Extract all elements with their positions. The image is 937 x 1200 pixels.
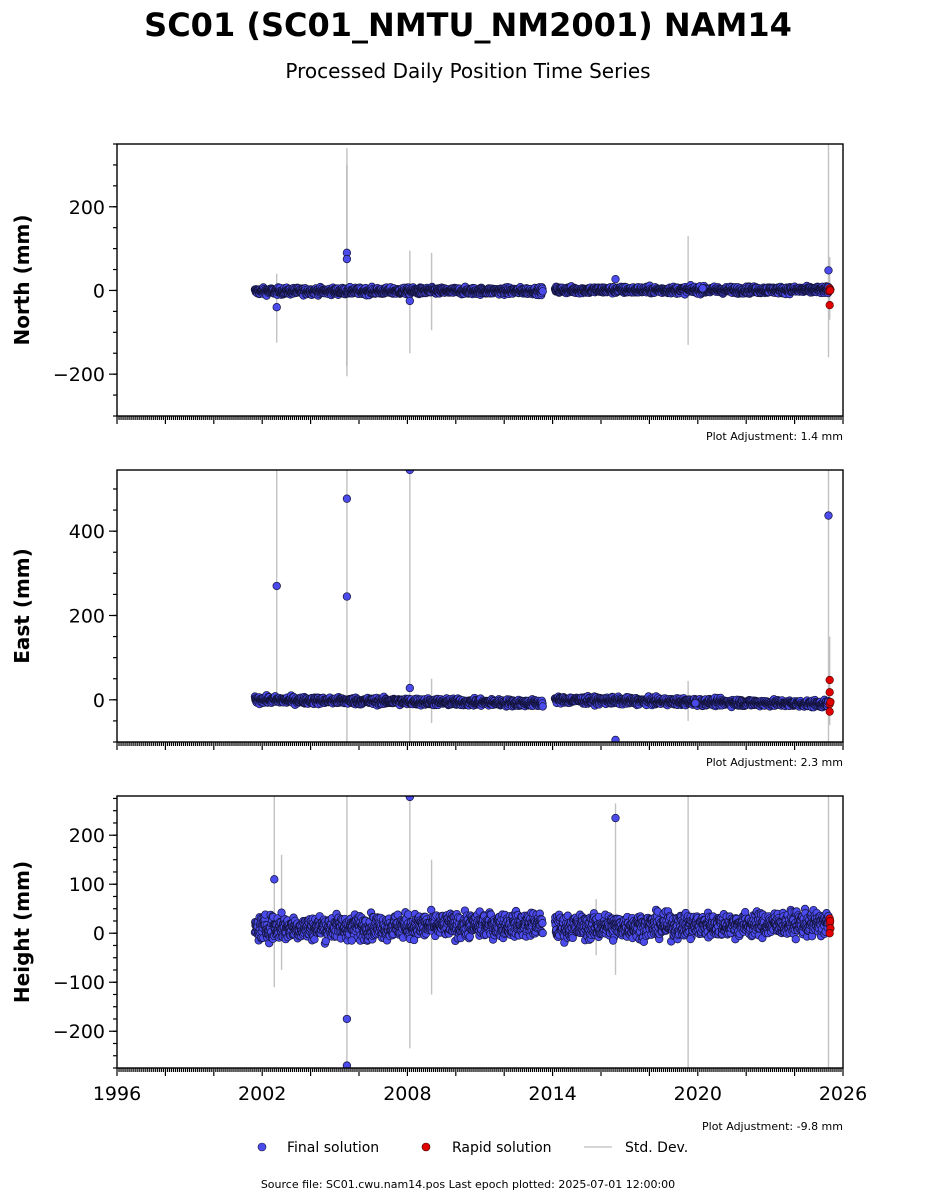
east-outlier-7	[691, 699, 700, 708]
north-y-tick-label: 200	[69, 197, 105, 219]
east-y-tick-label: 400	[69, 521, 105, 543]
east-outlier-4	[405, 683, 414, 693]
east-outlier-6	[824, 511, 833, 520]
east-outlier-2	[342, 592, 352, 601]
figure-subtitle: Processed Daily Position Time Series	[285, 59, 650, 83]
north-y-tick-label: −200	[53, 364, 105, 386]
north-final-series	[250, 281, 833, 300]
figure-title: SC01 (SC01_NMTU_NM2001) NAM14	[144, 6, 792, 44]
north-outlier-2	[342, 254, 352, 264]
east-plot-adjustment: Plot Adjustment: 2.3 mm	[706, 756, 843, 769]
east-y-tick-label: 0	[93, 690, 105, 712]
north-frame	[116, 143, 844, 417]
north-rapid-4	[826, 286, 835, 295]
east-y-axis-label: East (mm)	[10, 548, 34, 664]
north-outlier-3	[405, 296, 414, 306]
panel-east: 0 200 400 East (mm) Plot Adjustment: 2.3 mm	[10, 469, 844, 769]
east-rapid-1	[825, 688, 834, 697]
east-y-tick-label: 200	[69, 605, 105, 627]
east-final-series	[250, 691, 833, 712]
panel-north: −200 0 200 North (mm) Plot Adjustment: 1.4 m…	[10, 143, 844, 443]
east-outlier-0	[272, 581, 281, 591]
east-rapid-3	[825, 707, 834, 716]
north-outlier-5	[698, 284, 707, 293]
north-outlier-4	[611, 275, 620, 284]
north-plot-adjustment: Plot Adjustment: 1.4 mm	[706, 430, 843, 443]
height-plot-area	[250, 796, 835, 1068]
east-rapid-4	[826, 697, 835, 707]
north-y-tick-label: 0	[93, 280, 105, 302]
panels: −200 0 200 North (mm) Plot Adjustment: 1.4 m…	[10, 143, 867, 1133]
final-point	[538, 702, 547, 711]
north-rapid-3	[825, 301, 834, 310]
east-rapid-0	[825, 675, 834, 685]
final-point	[538, 287, 547, 296]
north-outlier-0	[272, 303, 281, 312]
height-final-series	[250, 904, 833, 948]
east-outlier-1	[342, 494, 352, 503]
north-y-axis-label: North (mm)	[10, 214, 34, 345]
east-plot-area	[250, 470, 835, 742]
north-plot-area	[250, 144, 835, 377]
north-outlier-6	[824, 266, 833, 275]
